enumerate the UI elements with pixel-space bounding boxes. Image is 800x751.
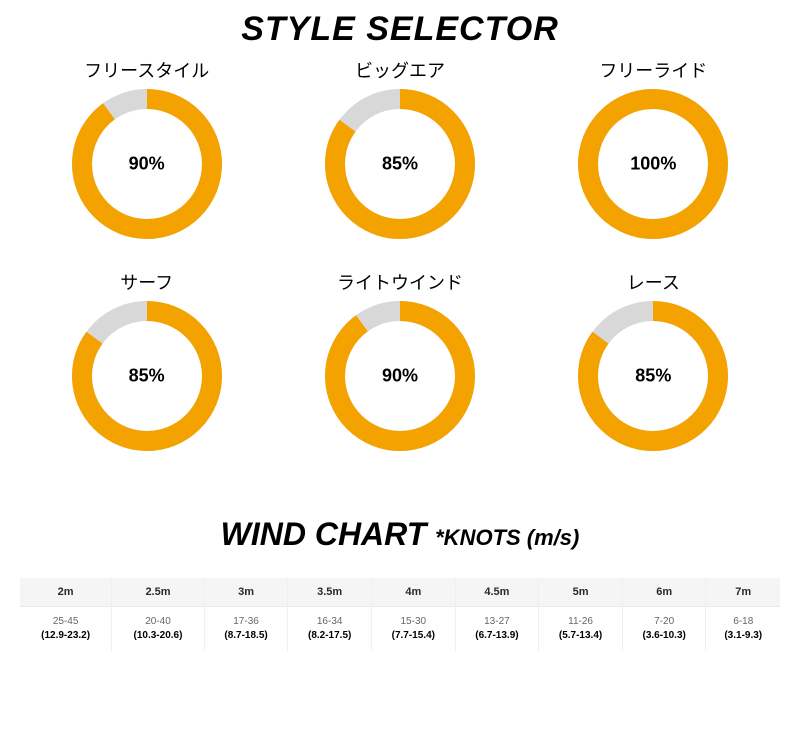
wind-chart-column-header: 3m [204,578,288,607]
wind-chart-cell: 20-40 (10.3-20.6) [112,607,205,652]
wind-knots: 25-45 [53,616,79,627]
wind-chart-cell: 7-20 (3.6-10.3) [622,607,706,652]
gauge-label: レース [627,269,680,295]
wind-ms: (6.7-13.9) [475,630,518,641]
gauge-cell: フリースタイル 90% [20,57,273,239]
wind-knots: 16-34 [317,616,343,627]
gauge-value: 85% [635,366,671,387]
wind-knots: 13-27 [484,616,510,627]
wind-ms: (3.1-9.3) [724,630,762,641]
wind-chart-column-header: 6m [622,578,706,607]
wind-chart-column-header: 2.5m [112,578,205,607]
wind-ms: (12.9-23.2) [41,630,90,641]
gauge-value: 85% [382,154,418,175]
wind-knots: 6-18 [733,616,753,627]
wind-chart-cell: 11-26 (5.7-13.4) [539,607,623,652]
wind-knots: 20-40 [145,616,171,627]
wind-chart-cell: 25-45 (12.9-23.2) [20,607,112,652]
wind-chart-subtitle: *KNOTS (m/s) [435,525,579,550]
wind-chart-title: WIND CHART *KNOTS (m/s) [0,516,800,553]
style-selector-title: STYLE SELECTOR [0,10,800,49]
wind-knots: 11-26 [568,616,593,627]
wind-chart-title-main: WIND CHART [221,516,427,552]
gauge-label: フリースタイル [84,57,209,83]
gauge-label: フリーライド [599,57,707,83]
gauge-cell: フリーライド 100% [527,57,780,239]
gauge-ring: 100% [578,89,728,239]
wind-ms: (3.6-10.3) [642,630,685,641]
wind-chart-column-header: 5m [539,578,623,607]
gauge-cell: ビッグエア 85% [273,57,526,239]
gauge-ring: 90% [72,89,222,239]
wind-chart-column-header: 4m [371,578,455,607]
wind-chart-column-header: 3.5m [288,578,372,607]
wind-chart-header-row: 2m2.5m3m3.5m4m4.5m5m6m7m [20,578,780,607]
gauge-ring: 85% [325,89,475,239]
wind-chart-cell: 15-30 (7.7-15.4) [371,607,455,652]
gauge-ring: 85% [72,301,222,451]
wind-knots: 15-30 [401,616,427,627]
wind-ms: (5.7-13.4) [559,630,602,641]
wind-chart-cell: 6-18 (3.1-9.3) [706,607,780,652]
wind-chart-cell: 17-36 (8.7-18.5) [204,607,288,652]
wind-knots: 17-36 [233,616,259,627]
wind-ms: (8.2-17.5) [308,630,351,641]
wind-chart-column-header: 7m [706,578,780,607]
wind-ms: (10.3-20.6) [134,630,183,641]
wind-chart-table: 2m2.5m3m3.5m4m4.5m5m6m7m 25-45 (12.9-23.2… [20,578,780,651]
wind-chart-data-row: 25-45 (12.9-23.2) 20-40 (10.3-20.6) 17-36 (8.… [20,607,780,652]
wind-ms: (7.7-15.4) [392,630,435,641]
gauge-value: 90% [129,154,165,175]
wind-chart-cell: 16-34 (8.2-17.5) [288,607,372,652]
gauge-label: ビッグエア [355,57,445,83]
gauge-label: サーフ [120,269,173,295]
gauge-value: 85% [129,366,165,387]
gauge-value: 90% [382,366,418,387]
wind-chart-cell: 13-27 (6.7-13.9) [455,607,539,652]
wind-knots: 7-20 [654,616,674,627]
gauge-label: ライトウインド [337,269,463,295]
gauge-cell: サーフ 85% [20,269,273,451]
wind-chart-column-header: 2m [20,578,112,607]
wind-chart-column-header: 4.5m [455,578,539,607]
wind-ms: (8.7-18.5) [224,630,267,641]
gauge-ring: 90% [325,301,475,451]
gauge-cell: レース 85% [527,269,780,451]
gauge-value: 100% [630,154,676,175]
gauge-cell: ライトウインド 90% [273,269,526,451]
gauges-grid: フリースタイル 90% ビッグエア 85% フリーライド 100% サーフ 85% ライトウイン… [0,57,800,451]
gauge-ring: 85% [578,301,728,451]
